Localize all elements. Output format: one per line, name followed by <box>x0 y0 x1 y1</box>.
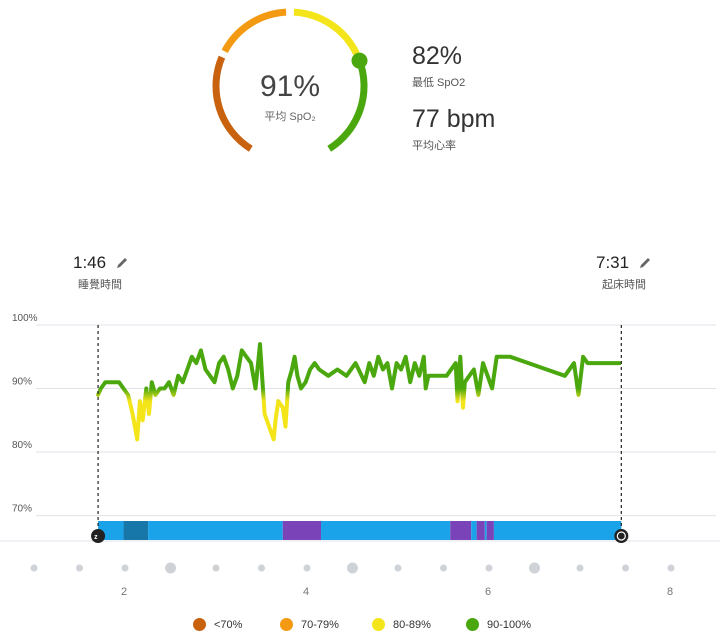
wake-time-label: 起床時間 <box>602 279 646 291</box>
min-spo2-value: 82% <box>412 42 463 70</box>
legend-label: 80-89% <box>393 618 431 631</box>
x-major-tick <box>529 562 540 574</box>
alarm-clock-icon <box>614 529 629 543</box>
x-minor-tick <box>212 564 220 572</box>
stage-band-deep <box>123 521 149 540</box>
x-minor-tick <box>667 564 675 572</box>
x-minor-tick <box>485 564 493 572</box>
clock-face <box>616 531 626 541</box>
legend-label: 70-79% <box>301 618 339 631</box>
stage-band-awake <box>476 521 485 540</box>
x-minor-tick <box>394 564 402 572</box>
spo2-chart: 100% 90% 80% 70% z 2 4 6 8 <box>0 313 720 598</box>
x-tick-label: 6 <box>485 586 491 598</box>
x-minor-tick <box>622 564 629 572</box>
legend-dot <box>372 618 385 631</box>
legend-dot <box>280 618 293 631</box>
spo2-gauge <box>212 8 368 152</box>
stage-band-light <box>471 521 477 540</box>
x-minor-tick <box>121 564 129 572</box>
stage-band-awake <box>450 521 472 540</box>
stage-band-light <box>321 521 451 540</box>
x-minor-tick <box>30 564 38 572</box>
x-major-tick <box>165 562 176 574</box>
stage-band-light <box>148 521 283 540</box>
wake-time[interactable]: 7:31 <box>596 253 630 272</box>
x-minor-tick <box>258 564 265 572</box>
avg-spo2-label: 平均 SpO₂ <box>264 111 316 123</box>
legend-item-70-79: 70-79% <box>280 618 339 631</box>
sleep-icon <box>91 529 106 543</box>
min-spo2-label: 最低 SpO2 <box>412 77 466 89</box>
legend-dot <box>193 618 206 631</box>
sleep-start-time[interactable]: 1:46 <box>73 253 107 272</box>
stage-band-light <box>493 521 622 540</box>
gauge-segment-lt70 <box>212 55 253 152</box>
edit-pencil-icon[interactable] <box>638 256 652 270</box>
stage-band-light <box>484 521 487 540</box>
legend-label: <70% <box>214 618 243 631</box>
spo2-line <box>96 342 622 442</box>
y-tick-label: 90% <box>12 377 32 388</box>
x-minor-tick <box>303 564 311 572</box>
x-tick-label: 4 <box>303 586 309 598</box>
y-tick-label: 70% <box>12 504 32 515</box>
x-minor-tick <box>576 564 584 572</box>
legend-item-80-89: 80-89% <box>372 618 431 631</box>
x-major-tick <box>347 562 358 574</box>
legend-item-lt70: <70% <box>193 618 242 631</box>
legend-dot <box>466 618 479 631</box>
x-minor-tick <box>440 564 447 572</box>
gauge-segment-80-89 <box>293 8 360 56</box>
stage-band-awake <box>486 521 494 540</box>
legend-label: 90-100% <box>487 618 532 631</box>
stage-band-awake <box>282 521 322 540</box>
y-tick-label: 80% <box>12 440 32 451</box>
avg-spo2-value: 91% <box>259 70 321 103</box>
x-tick-label: 2 <box>121 586 127 598</box>
sleep-start-label: 睡覺時間 <box>78 279 122 291</box>
edit-pencil-icon[interactable] <box>115 256 129 270</box>
gauge-marker <box>351 52 368 69</box>
zz-glyph: z <box>94 534 98 541</box>
y-tick-label: 100% <box>12 313 38 324</box>
gauge-segment-90-100 <box>327 58 368 152</box>
avg-hr-label: 平均心率 <box>412 140 456 152</box>
x-tick-label: 8 <box>667 586 673 598</box>
gauge-segment-70-79 <box>221 8 287 54</box>
x-minor-tick <box>76 564 83 572</box>
avg-hr-value: 77 bpm <box>412 105 496 133</box>
legend-item-90-100: 90-100% <box>466 618 531 631</box>
